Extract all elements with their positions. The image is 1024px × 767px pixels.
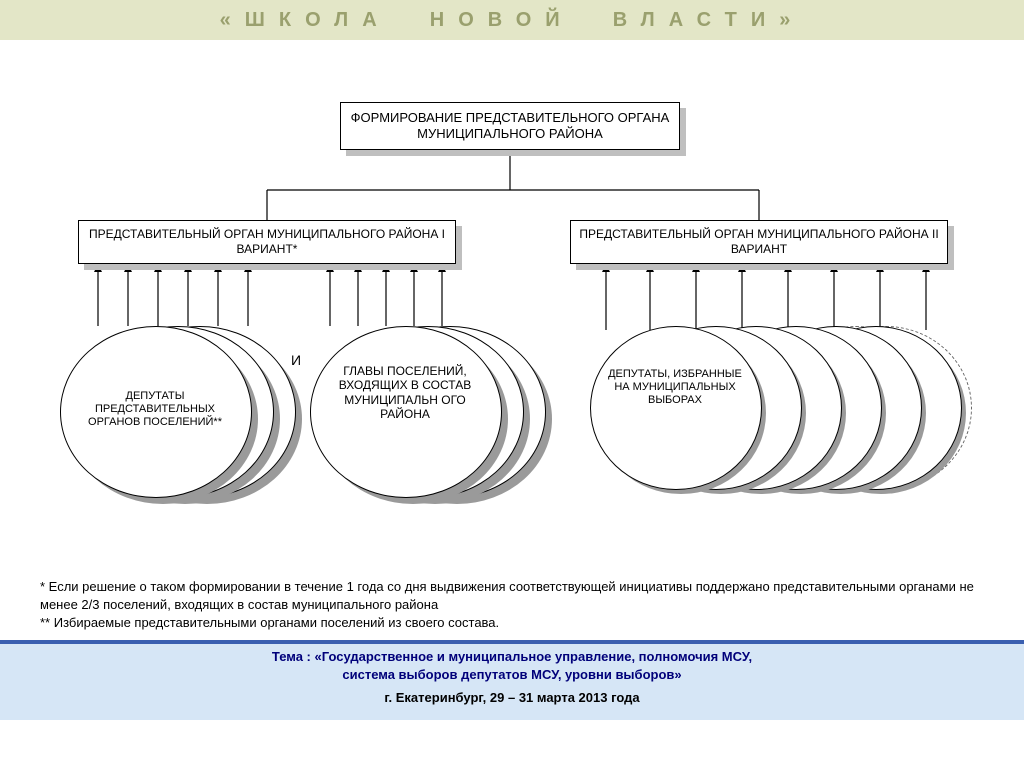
footer-line3: г. Екатеринбург, 29 – 31 марта 2013 года xyxy=(0,689,1024,707)
footer-text: Тема : «Государственное и муниципальное … xyxy=(0,648,1024,707)
box-left: ПРЕДСТАВИТЕЛЬНЫЙ ОРГАН МУНИЦИПАЛЬНОГО РА… xyxy=(78,220,456,264)
ellipse-label-g3: ДЕПУТАТЫ, ИЗБРАННЫЕ НА МУНИЦИПАЛЬНЫХ ВЫБ… xyxy=(600,368,750,408)
box-top: ФОРМИРОВАНИЕ ПРЕДСТАВИТЕЛЬНОГО ОРГАНА МУ… xyxy=(340,102,680,150)
ellipse-label-g2: ГЛАВЫ ПОСЕЛЕНИЙ, ВХОДЯЩИХ В СОСТАВ МУНИЦ… xyxy=(320,364,490,422)
ellipse-label-g1: ДЕПУТАТЫ ПРЕДСТАВИТЕЛЬНЫХ ОРГАНОВ ПОСЕЛЕ… xyxy=(70,390,240,430)
footer-line1: Тема : «Государственное и муниципальное … xyxy=(0,648,1024,666)
footnote-1: * Если решение о таком формировании в те… xyxy=(40,578,980,614)
footnotes: * Если решение о таком формировании в те… xyxy=(40,578,980,633)
box-right: ПРЕДСТАВИТЕЛЬНЫЙ ОРГАН МУНИЦИПАЛЬНОГО РА… xyxy=(570,220,948,264)
conjunction-text: И xyxy=(291,352,301,368)
ellipse xyxy=(590,326,762,490)
footer-line2: система выборов депутатов МСУ, уровни вы… xyxy=(0,666,1024,684)
footnote-2: ** Избираемые представительными органами… xyxy=(40,614,980,632)
header-title: «ШКОЛА НОВОЙ ВЛАСТИ» xyxy=(220,9,805,32)
header-band: «ШКОЛА НОВОЙ ВЛАСТИ» xyxy=(0,0,1024,40)
